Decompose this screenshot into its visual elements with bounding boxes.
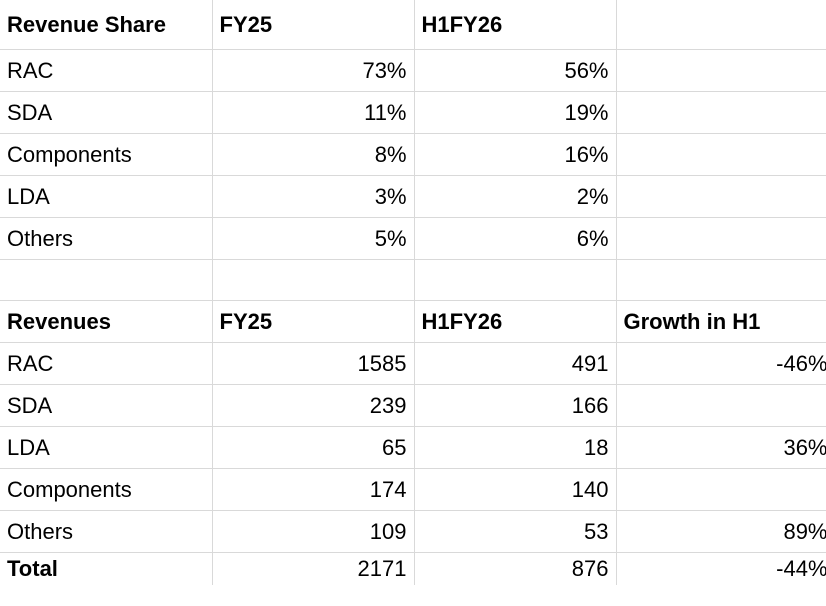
cell-share-extra[interactable] [616, 133, 826, 176]
cell-share-fy25[interactable]: 3% [212, 175, 415, 218]
cell-revenue-segment[interactable]: RAC [0, 342, 213, 385]
cell-revenue-growth[interactable]: 36% [616, 426, 826, 469]
spreadsheet-grid: Revenue Share FY25 H1FY26 RAC 73% 56% SD… [0, 0, 826, 585]
cell-revenue-segment[interactable]: SDA [0, 384, 213, 427]
cell-revenue-fy25[interactable]: 65 [212, 426, 415, 469]
cell-blank[interactable] [0, 259, 213, 301]
cell-revenue-h1fy26[interactable]: 53 [414, 510, 617, 553]
cell-revenue-segment[interactable]: Others [0, 510, 213, 553]
revenue-row: Components 174 140 [0, 468, 826, 511]
cell-share-fy25[interactable]: 8% [212, 133, 415, 176]
cell-revenue-fy25[interactable]: 109 [212, 510, 415, 553]
share-row: RAC 73% 56% [0, 49, 826, 92]
cell-blank[interactable] [212, 259, 415, 301]
cell-revenue-growth[interactable]: 89% [616, 510, 826, 553]
cell-revenue-segment[interactable]: Components [0, 468, 213, 511]
revenue-total-row: Total 2171 876 -44% [0, 552, 826, 585]
cell-share-extra[interactable] [616, 49, 826, 92]
revenue-row: RAC 1585 491 -46% [0, 342, 826, 385]
cell-revenue-header-label[interactable]: Revenues [0, 300, 213, 343]
cell-share-h1fy26[interactable]: 6% [414, 217, 617, 260]
cell-revenue-segment[interactable]: LDA [0, 426, 213, 469]
cell-share-fy25[interactable]: 11% [212, 91, 415, 134]
cell-revenue-h1fy26[interactable]: 140 [414, 468, 617, 511]
cell-revenue-header-h1fy26[interactable]: H1FY26 [414, 300, 617, 343]
cell-share-h1fy26[interactable]: 2% [414, 175, 617, 218]
share-row: SDA 11% 19% [0, 91, 826, 134]
cell-share-segment[interactable]: RAC [0, 49, 213, 92]
cell-share-extra[interactable] [616, 217, 826, 260]
cell-revenue-growth[interactable] [616, 468, 826, 511]
cell-share-header-empty[interactable] [616, 0, 826, 50]
cell-share-h1fy26[interactable]: 16% [414, 133, 617, 176]
cell-revenue-growth[interactable] [616, 384, 826, 427]
cell-share-extra[interactable] [616, 175, 826, 218]
revenue-row: Others 109 53 89% [0, 510, 826, 553]
cell-revenue-fy25[interactable]: 239 [212, 384, 415, 427]
share-row: Others 5% 6% [0, 217, 826, 260]
cell-total-h1fy26[interactable]: 876 [414, 552, 617, 585]
cell-share-h1fy26[interactable]: 56% [414, 49, 617, 92]
share-row: LDA 3% 2% [0, 175, 826, 218]
revenue-header-row: Revenues FY25 H1FY26 Growth in H1 [0, 300, 826, 343]
cell-revenue-growth[interactable]: -46% [616, 342, 826, 385]
cell-revenue-h1fy26[interactable]: 166 [414, 384, 617, 427]
share-row: Components 8% 16% [0, 133, 826, 176]
cell-revenue-h1fy26[interactable]: 18 [414, 426, 617, 469]
cell-share-segment[interactable]: LDA [0, 175, 213, 218]
cell-share-segment[interactable]: Others [0, 217, 213, 260]
cell-share-segment[interactable]: Components [0, 133, 213, 176]
cell-revenue-h1fy26[interactable]: 491 [414, 342, 617, 385]
cell-blank[interactable] [616, 259, 826, 301]
cell-share-h1fy26[interactable]: 19% [414, 91, 617, 134]
cell-revenue-fy25[interactable]: 1585 [212, 342, 415, 385]
revenue-row: SDA 239 166 [0, 384, 826, 427]
cell-revenue-header-fy25[interactable]: FY25 [212, 300, 415, 343]
revenue-row: LDA 65 18 36% [0, 426, 826, 469]
cell-revenue-fy25[interactable]: 174 [212, 468, 415, 511]
cell-blank[interactable] [414, 259, 617, 301]
blank-row [0, 259, 826, 301]
cell-total-growth[interactable]: -44% [616, 552, 826, 585]
share-header-row: Revenue Share FY25 H1FY26 [0, 0, 826, 50]
cell-share-segment[interactable]: SDA [0, 91, 213, 134]
cell-share-header-h1fy26[interactable]: H1FY26 [414, 0, 617, 50]
cell-total-fy25[interactable]: 2171 [212, 552, 415, 585]
cell-total-label[interactable]: Total [0, 552, 213, 585]
cell-share-header-fy25[interactable]: FY25 [212, 0, 415, 50]
cell-share-extra[interactable] [616, 91, 826, 134]
cell-share-fy25[interactable]: 73% [212, 49, 415, 92]
cell-revenue-header-growth[interactable]: Growth in H1 [616, 300, 826, 343]
cell-share-header-label[interactable]: Revenue Share [0, 0, 213, 50]
cell-share-fy25[interactable]: 5% [212, 217, 415, 260]
